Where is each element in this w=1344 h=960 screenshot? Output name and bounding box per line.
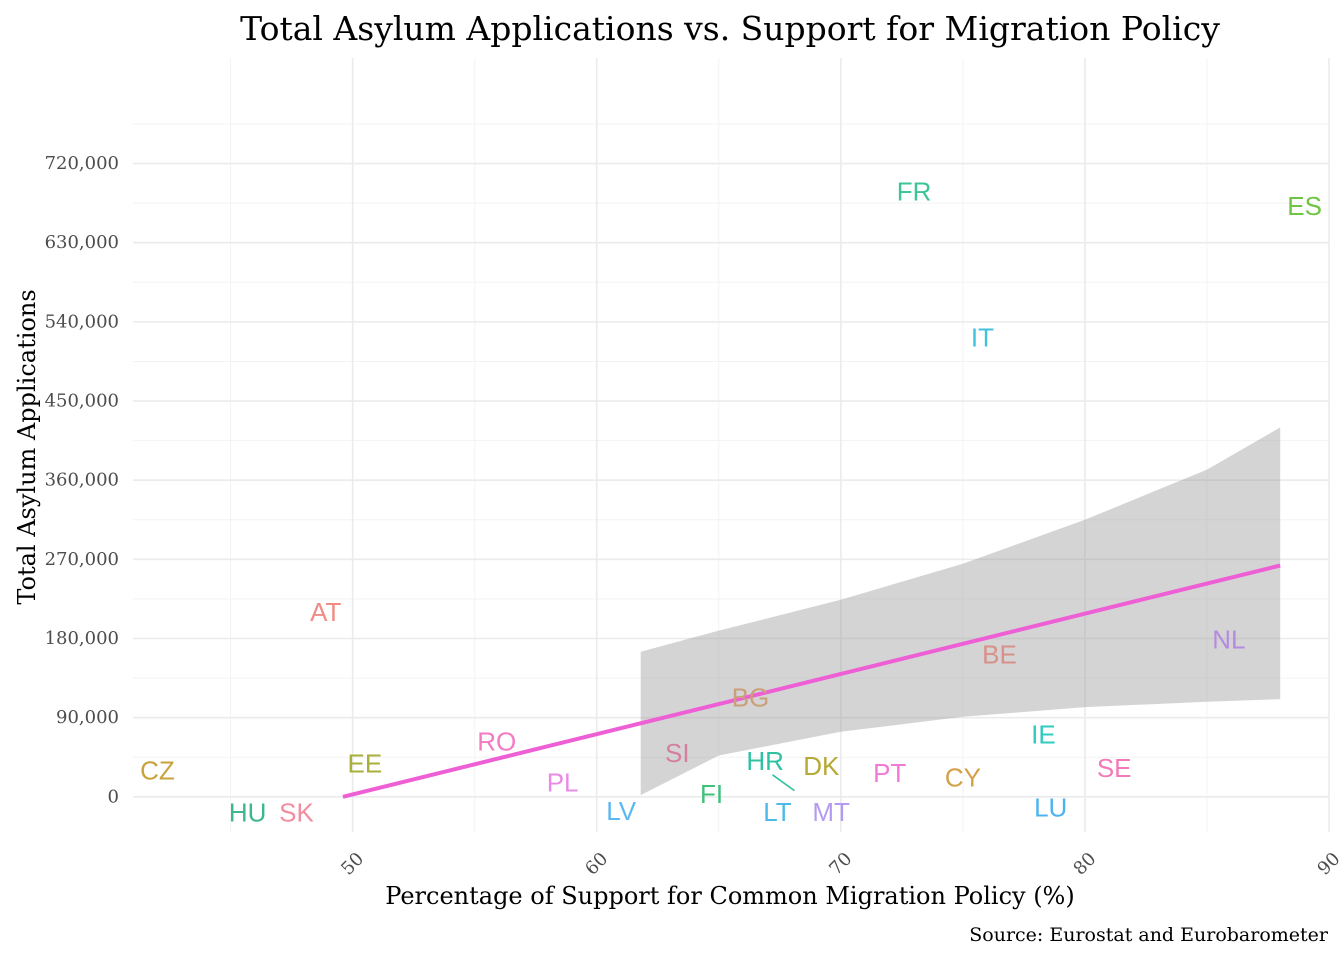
country-label-at: AT — [310, 597, 341, 627]
country-label-lv: LV — [606, 796, 637, 826]
country-label-ro: RO — [477, 726, 516, 756]
y-tick-label: 360,000 — [45, 470, 119, 491]
trend-line — [342, 563, 1281, 799]
y-tick-label: 90,000 — [56, 707, 119, 728]
country-label-hr: HR — [746, 746, 784, 776]
country-label-si: SI — [665, 738, 690, 768]
country-label-cy: CY — [945, 763, 981, 793]
country-label-dk: DK — [803, 751, 840, 781]
confidence-band-area — [640, 427, 1281, 796]
country-label-hu: HU — [229, 798, 267, 828]
country-labels: CZ HU SK AT EE RO PL LV SI FI BG HR LT DK MT PT FR CY IT BE… — [140, 177, 1322, 828]
minor-gridlines — [133, 58, 1329, 832]
country-label-pl: PL — [547, 768, 579, 798]
x-tick-label: 70 — [825, 848, 856, 879]
country-label-pt: PT — [873, 758, 906, 788]
x-axis-title: Percentage of Support for Common Migrati… — [385, 882, 1074, 910]
y-tick-label: 270,000 — [45, 549, 119, 570]
label-leader-group — [772, 774, 795, 792]
chart-caption: Source: Eurostat and Eurobarometer — [969, 924, 1329, 946]
trend-line-group — [342, 563, 1281, 799]
country-label-it: IT — [971, 323, 994, 353]
y-axis-title: Total Asylum Applications — [13, 289, 41, 604]
y-tick-label: 720,000 — [45, 153, 119, 174]
country-label-be: BE — [982, 639, 1017, 669]
country-label-lu: LU — [1034, 792, 1067, 822]
x-tick-label: 60 — [581, 848, 612, 879]
y-tick-label: 0 — [108, 786, 119, 807]
country-label-mt: MT — [812, 797, 850, 827]
x-tick-label: 50 — [337, 848, 368, 879]
country-label-lt: LT — [763, 797, 792, 827]
country-label-bg: BG — [732, 682, 770, 712]
x-tick-label: 90 — [1313, 848, 1344, 879]
country-label-fi: FI — [700, 779, 723, 809]
y-tick-label: 180,000 — [45, 628, 119, 649]
country-label-ee: EE — [348, 748, 383, 778]
country-label-ie: IE — [1031, 719, 1056, 749]
x-axis-ticks: 50 60 70 80 90 — [337, 848, 1344, 879]
y-tick-label: 630,000 — [45, 232, 119, 253]
country-label-sk: SK — [279, 798, 314, 828]
country-label-fr: FR — [897, 177, 932, 207]
label-leader-line — [772, 774, 795, 792]
major-gridlines — [133, 58, 1330, 832]
country-label-es: ES — [1287, 191, 1322, 221]
y-tick-label: 540,000 — [45, 311, 119, 332]
x-tick-label: 80 — [1069, 848, 1100, 879]
chart-title: Total Asylum Applications vs. Support fo… — [240, 9, 1220, 48]
y-axis-ticks: 0 90,000 180,000 270,000 360,000 450,000 540,0… — [45, 153, 119, 807]
y-tick-label: 450,000 — [45, 391, 119, 412]
country-label-se: SE — [1097, 753, 1132, 783]
country-label-nl: NL — [1212, 624, 1245, 654]
confidence-band — [640, 427, 1281, 796]
country-label-cz: CZ — [140, 755, 175, 785]
